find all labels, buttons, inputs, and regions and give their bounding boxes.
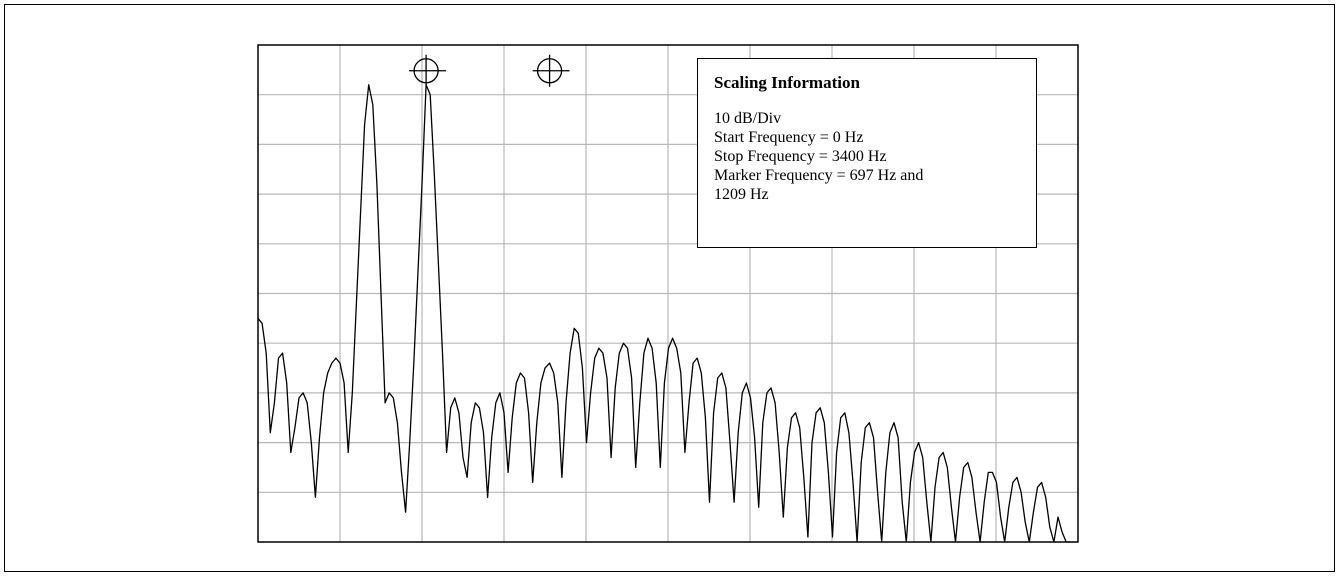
peak-marker <box>532 54 570 87</box>
page-frame <box>4 4 1335 572</box>
info-stop-frequency: Stop Frequency = 3400 Hz <box>714 148 887 165</box>
info-marker-frequency-cont: 1209 Hz <box>714 186 769 203</box>
info-start-frequency: Start Frequency = 0 Hz <box>714 129 864 146</box>
peak-marker <box>409 54 447 87</box>
info-marker-frequency: Marker Frequency = 697 Hz and <box>714 167 924 184</box>
plot-border <box>257 44 1079 543</box>
spectrum-trace <box>257 84 1071 543</box>
scaling-info-box: Scaling Information 10 dB/Div Start Freq… <box>697 58 1037 248</box>
markers <box>409 54 570 87</box>
trace <box>257 84 1071 543</box>
info-scale: 10 dB/Div <box>714 110 782 127</box>
info-title: Scaling Information <box>714 73 860 92</box>
